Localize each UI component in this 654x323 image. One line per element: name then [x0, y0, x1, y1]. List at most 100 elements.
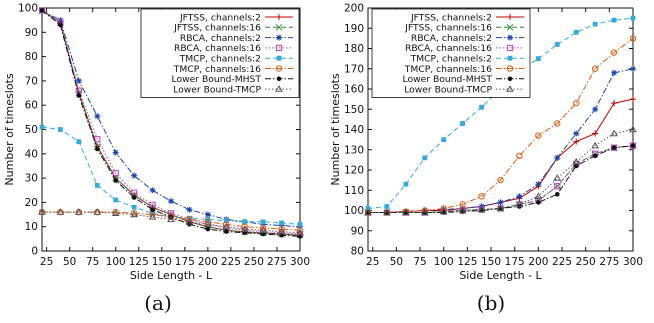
- x-tick-label: 25: [40, 256, 53, 268]
- data-point: [131, 195, 137, 200]
- legend-label: TMCP, channels:16: [404, 64, 492, 75]
- legend-label: JFTSS, channels:16: [404, 23, 492, 34]
- data-point: [478, 193, 485, 200]
- x-tick-label: 75: [86, 256, 99, 268]
- data-point: [76, 93, 82, 98]
- legend-label: TMCP, channels:16: [173, 64, 261, 75]
- y-tick-label: 180: [344, 43, 364, 55]
- data-point: [260, 221, 267, 228]
- data-point: [297, 223, 303, 230]
- data-point: [58, 22, 63, 28]
- data-point: [94, 113, 101, 120]
- y-tick-label: 60: [25, 100, 38, 112]
- data-point: [76, 139, 82, 145]
- data-point: [497, 176, 504, 184]
- legend-box: [371, 8, 531, 98]
- data-point: [573, 138, 580, 145]
- data-point: [496, 204, 505, 212]
- x-tick-label: 225: [552, 256, 572, 268]
- data-point: [278, 225, 285, 233]
- data-point: [113, 178, 119, 183]
- series-line: [41, 9, 301, 235]
- data-point: [592, 153, 598, 159]
- data-point: [534, 192, 543, 200]
- data-point: [111, 209, 120, 217]
- data-point: [365, 206, 371, 211]
- y-tick-label: 190: [344, 23, 364, 35]
- x-tick-label: 250: [576, 256, 596, 268]
- x-tick-label: 100: [106, 256, 126, 268]
- data-point: [240, 225, 249, 232]
- data-point: [573, 163, 579, 169]
- data-point: [39, 8, 45, 13]
- data-point: [610, 49, 618, 56]
- data-point: [384, 204, 390, 209]
- y-tick-label: 80: [351, 246, 364, 258]
- data-point: [401, 208, 410, 216]
- data-point: [204, 211, 211, 218]
- y-tick-label: 30: [25, 173, 38, 185]
- x-tick-label: 125: [457, 256, 477, 268]
- data-point: [74, 208, 83, 215]
- data-point: [516, 152, 523, 160]
- legend-marker: [506, 44, 514, 51]
- data-point: [611, 100, 618, 107]
- data-point: [259, 224, 267, 232]
- caption-b: (b): [476, 291, 506, 315]
- y-tick-label: 120: [344, 165, 364, 177]
- data-point: [112, 149, 119, 156]
- x-tick-label: 300: [290, 256, 310, 268]
- data-point: [149, 187, 156, 194]
- y-tick-label: 200: [344, 3, 364, 15]
- x-tick-label: 100: [434, 256, 454, 268]
- data-point: [591, 141, 600, 149]
- x-tick-label: 50: [390, 256, 403, 268]
- data-point: [94, 146, 100, 152]
- data-point: [131, 172, 138, 179]
- data-point: [242, 219, 248, 225]
- series-7: [364, 125, 637, 216]
- data-point: [403, 181, 409, 187]
- legend-label: Lower Bound-MHST: [403, 74, 493, 85]
- data-point: [535, 56, 541, 62]
- legend-label: RBCA, channels:16: [174, 43, 261, 54]
- x-tick-label: 275: [599, 256, 619, 268]
- legend-label: JFTSS, channels:2: [179, 12, 261, 23]
- data-point: [553, 182, 561, 190]
- data-point: [279, 220, 284, 226]
- data-point: [573, 99, 580, 107]
- data-point: [94, 182, 100, 188]
- data-point: [497, 199, 504, 206]
- data-point: [296, 227, 304, 234]
- data-point: [297, 221, 303, 227]
- data-point: [535, 132, 542, 139]
- data-point: [205, 226, 211, 232]
- series-4: [39, 124, 303, 227]
- x-tick-label: 75: [413, 256, 426, 268]
- data-point: [112, 170, 119, 177]
- x-axis-label: Side Length - L: [459, 269, 542, 282]
- chart-panel-b: 25 50 75 100 125 150 175 200 225 250 275 3008090100…: [329, 3, 643, 283]
- y-tick-label: 100: [18, 3, 38, 15]
- legend-label: Lower Bound-TMCP: [404, 84, 492, 95]
- legend-box: [140, 8, 300, 98]
- data-point: [573, 130, 580, 137]
- y-tick-label: 40: [25, 148, 38, 160]
- data-point: [203, 220, 212, 227]
- x-tick-label: 150: [481, 256, 501, 268]
- data-point: [479, 104, 484, 110]
- data-point: [611, 145, 617, 151]
- series-line: [42, 211, 301, 234]
- y-tick-label: 10: [25, 221, 38, 233]
- data-point: [260, 219, 266, 225]
- x-axis-label: Side Length - L: [130, 269, 213, 282]
- y-tick-label: 100: [344, 205, 364, 217]
- series-line: [368, 38, 634, 213]
- data-point: [441, 137, 447, 143]
- x-tick-label: 175: [505, 256, 525, 268]
- y-tick-label: 20: [25, 197, 38, 209]
- data-point: [364, 208, 372, 216]
- y-tick-label: 80: [25, 51, 38, 63]
